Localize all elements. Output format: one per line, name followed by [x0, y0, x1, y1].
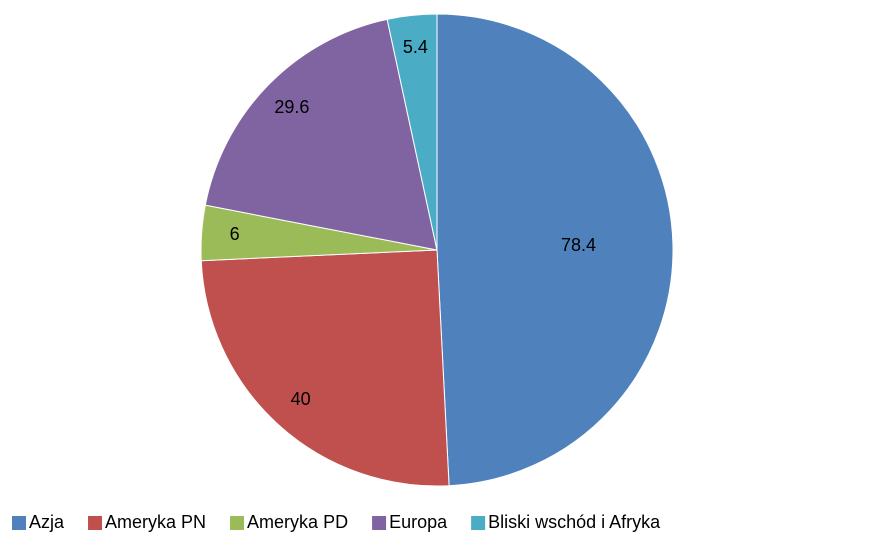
- pie-slice: [386, 13, 438, 251]
- data-label: 6: [230, 224, 240, 244]
- pie-slice: [436, 13, 674, 487]
- pie-slice: [200, 249, 450, 487]
- legend-label: Ameryka PD: [247, 512, 348, 532]
- pie-slice: [204, 18, 438, 251]
- legend-label: Europa: [389, 512, 448, 532]
- data-label: 5.4: [403, 37, 428, 57]
- legend-swatch: [372, 516, 387, 530]
- legend-swatch: [88, 516, 103, 530]
- legend-swatch: [471, 516, 486, 530]
- legend-swatch: [12, 516, 26, 530]
- legend-label: Azja: [29, 512, 65, 532]
- data-label: 78.4: [561, 235, 596, 255]
- legend-label: Bliski wschód i Afryka: [488, 512, 661, 532]
- data-label: 40: [291, 389, 311, 409]
- data-label: 29.6: [274, 97, 309, 117]
- legend-swatch: [230, 516, 245, 530]
- legend-label: Ameryka PN: [105, 512, 206, 532]
